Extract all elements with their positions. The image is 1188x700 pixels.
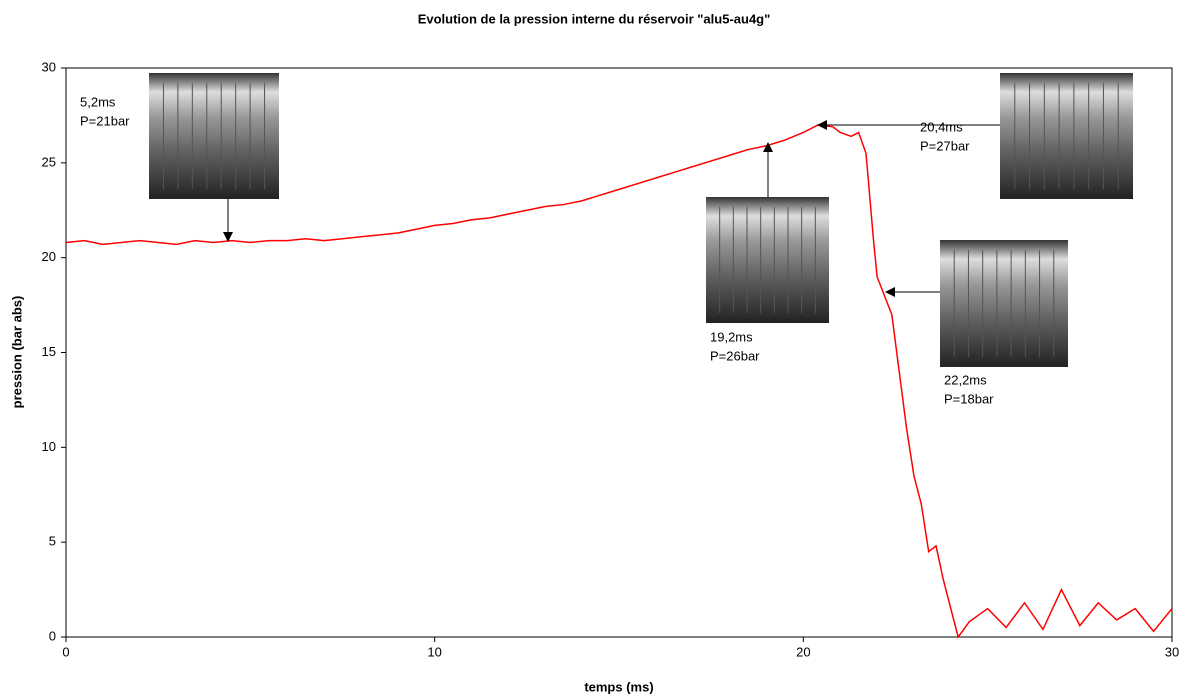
y-tick-label: 30 (42, 59, 56, 74)
annotation-time: 20,4ms (920, 119, 963, 134)
annotation-photo (706, 197, 829, 323)
x-tick-label: 0 (62, 644, 69, 659)
chart-title: Evolution de la pression interne du rése… (418, 11, 771, 26)
y-tick-label: 5 (49, 534, 56, 549)
x-tick-label: 30 (1165, 644, 1179, 659)
annotation-time: 22,2ms (944, 372, 987, 387)
annotation-photo (149, 73, 279, 199)
y-tick-label: 0 (49, 628, 56, 643)
annotation-time: 5,2ms (80, 94, 116, 109)
x-axis-label: temps (ms) (584, 679, 653, 694)
y-tick-label: 15 (42, 344, 56, 359)
annotation-pressure: P=26bar (710, 348, 760, 363)
annotation-photo (940, 240, 1068, 367)
x-tick-label: 20 (796, 644, 810, 659)
y-tick-label: 20 (42, 249, 56, 264)
y-tick-label: 10 (42, 439, 56, 454)
annotation-photo (1000, 73, 1133, 199)
annotation-time: 19,2ms (710, 329, 753, 344)
x-tick-label: 10 (427, 644, 441, 659)
annotation-pressure: P=18bar (944, 391, 994, 406)
annotation-pressure: P=27bar (920, 138, 970, 153)
y-tick-label: 25 (42, 154, 56, 169)
data-line (65, 124, 1173, 639)
annotation-pressure: P=21bar (80, 113, 130, 128)
y-axis-label: pression (bar abs) (9, 296, 24, 409)
